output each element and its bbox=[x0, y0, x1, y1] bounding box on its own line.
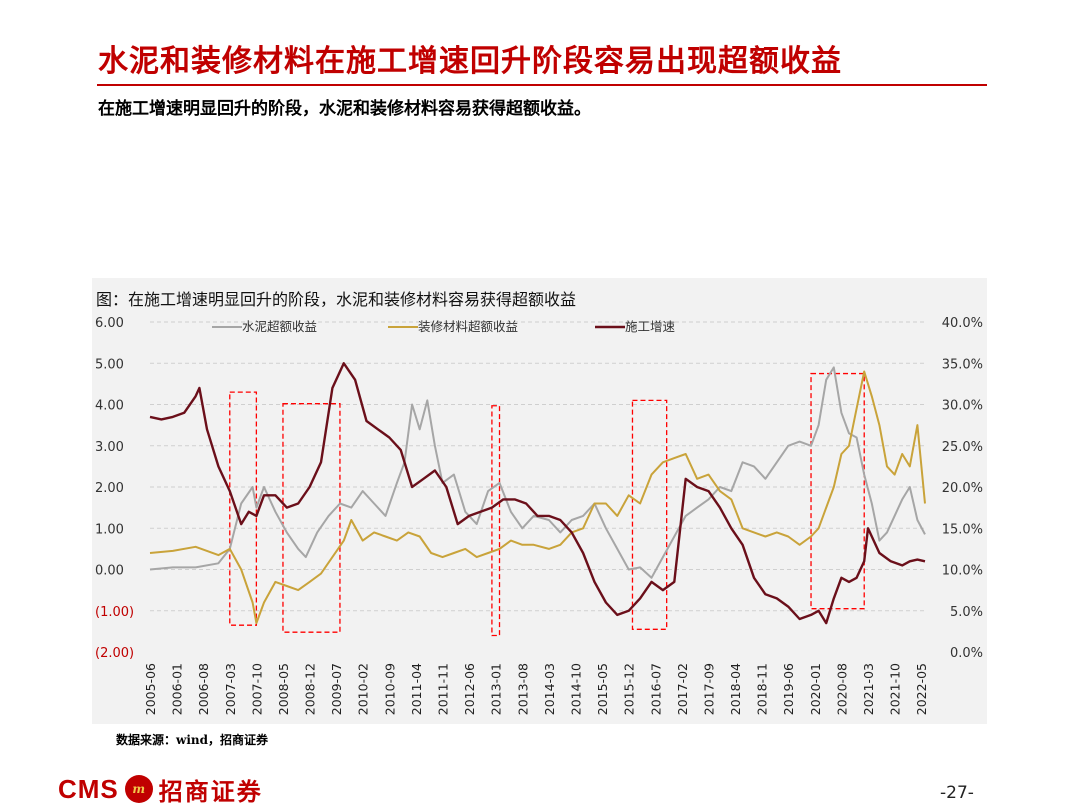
x-tick-label: 2005-06 bbox=[143, 663, 158, 715]
y-right-tick-label: 30.0% bbox=[942, 399, 983, 414]
x-tick-label: 2017-09 bbox=[701, 663, 716, 715]
x-tick-label: 2018-11 bbox=[755, 663, 770, 715]
legend-label: 施工增速 bbox=[625, 319, 676, 334]
y-left-tick-label: 4.00 bbox=[95, 399, 124, 414]
highlight-period-box bbox=[229, 391, 258, 626]
series-line-2 bbox=[149, 370, 926, 625]
logo-emblem-icon: m bbox=[124, 775, 153, 803]
x-tick-label: 2018-04 bbox=[728, 663, 743, 715]
x-tick-label: 2010-09 bbox=[382, 663, 397, 715]
x-tick-label: 2017-02 bbox=[675, 663, 690, 715]
x-tick-label: 2011-04 bbox=[409, 663, 424, 715]
y-left-tick-label: 3.00 bbox=[95, 440, 124, 455]
highlight-period-box bbox=[282, 403, 341, 633]
x-tick-label: 2010-02 bbox=[356, 663, 371, 715]
y-right-tick-label: 15.0% bbox=[942, 522, 983, 537]
x-tick-label: 2021-10 bbox=[888, 663, 903, 715]
y-right-tick-label: 40.0% bbox=[942, 316, 983, 331]
y-left-tick-label: 2.00 bbox=[95, 481, 124, 496]
x-tick-label: 2007-03 bbox=[223, 663, 238, 715]
highlight-period-box bbox=[631, 399, 668, 630]
highlight-period-box bbox=[491, 405, 501, 637]
y-left-tick-label: 0.00 bbox=[95, 564, 124, 579]
x-tick-label: 2013-01 bbox=[489, 663, 504, 715]
x-tick-label: 2015-05 bbox=[595, 663, 610, 715]
y-left-tick-label: 1.00 bbox=[95, 522, 124, 537]
y-right-tick-label: 0.0% bbox=[950, 646, 983, 661]
x-tick-label: 2013-08 bbox=[515, 663, 530, 715]
x-tick-label: 2014-10 bbox=[568, 663, 583, 715]
title-divider bbox=[97, 84, 987, 86]
x-tick-label: 2014-03 bbox=[542, 663, 557, 715]
x-tick-label: 2021-03 bbox=[861, 663, 876, 715]
chart-title: 图：在施工增速明显回升的阶段，水泥和装修材料容易获得超额收益 bbox=[96, 290, 577, 309]
legend-label: 水泥超额收益 bbox=[242, 319, 317, 334]
y-left-tick-label: 6.00 bbox=[95, 316, 124, 331]
x-tick-label: 2009-07 bbox=[329, 663, 344, 715]
x-tick-label: 2011-11 bbox=[436, 663, 451, 715]
x-tick-label: 2012-06 bbox=[462, 663, 477, 715]
logo-chinese-name: 招商证券 bbox=[158, 776, 263, 806]
x-tick-label: 2019-06 bbox=[781, 663, 796, 715]
company-logo: CMS m 招商证券 bbox=[58, 772, 263, 806]
x-tick-label: 2015-12 bbox=[622, 663, 637, 715]
y-right-tick-label: 35.0% bbox=[942, 357, 983, 372]
x-tick-label: 2008-05 bbox=[276, 663, 291, 715]
page-number: -27- bbox=[940, 783, 974, 803]
x-tick-label: 2008-12 bbox=[303, 663, 318, 715]
data-source: 数据来源：wind，招商证券 bbox=[116, 733, 269, 747]
highlight-period-box bbox=[810, 372, 865, 610]
y-right-tick-label: 20.0% bbox=[942, 481, 983, 496]
y-right-tick-label: 10.0% bbox=[942, 564, 983, 579]
series-line-3 bbox=[149, 362, 926, 625]
slide-title: 水泥和装修材料在施工增速回升阶段容易出现超额收益 bbox=[98, 44, 842, 79]
x-tick-label: 2020-01 bbox=[808, 663, 823, 715]
chart-panel bbox=[92, 278, 987, 724]
x-tick-label: 2020-08 bbox=[834, 663, 849, 715]
y-left-tick-label: (1.00) bbox=[95, 605, 134, 620]
x-tick-label: 2022-05 bbox=[914, 663, 929, 715]
x-tick-label: 2006-01 bbox=[170, 663, 185, 715]
y-right-tick-label: 5.0% bbox=[950, 605, 983, 620]
logo-text: CMS bbox=[58, 773, 119, 804]
x-tick-label: 2007-10 bbox=[249, 663, 264, 715]
y-right-tick-label: 25.0% bbox=[942, 440, 983, 455]
slide-subtitle: 在施工增速明显回升的阶段，水泥和装修材料容易获得超额收益。 bbox=[98, 99, 591, 119]
x-tick-label: 2016-07 bbox=[648, 663, 663, 715]
legend-label: 装修材料超额收益 bbox=[418, 319, 518, 334]
x-tick-label: 2006-08 bbox=[196, 663, 211, 715]
y-left-tick-label: 5.00 bbox=[95, 357, 124, 372]
y-left-tick-label: (2.00) bbox=[95, 646, 134, 661]
